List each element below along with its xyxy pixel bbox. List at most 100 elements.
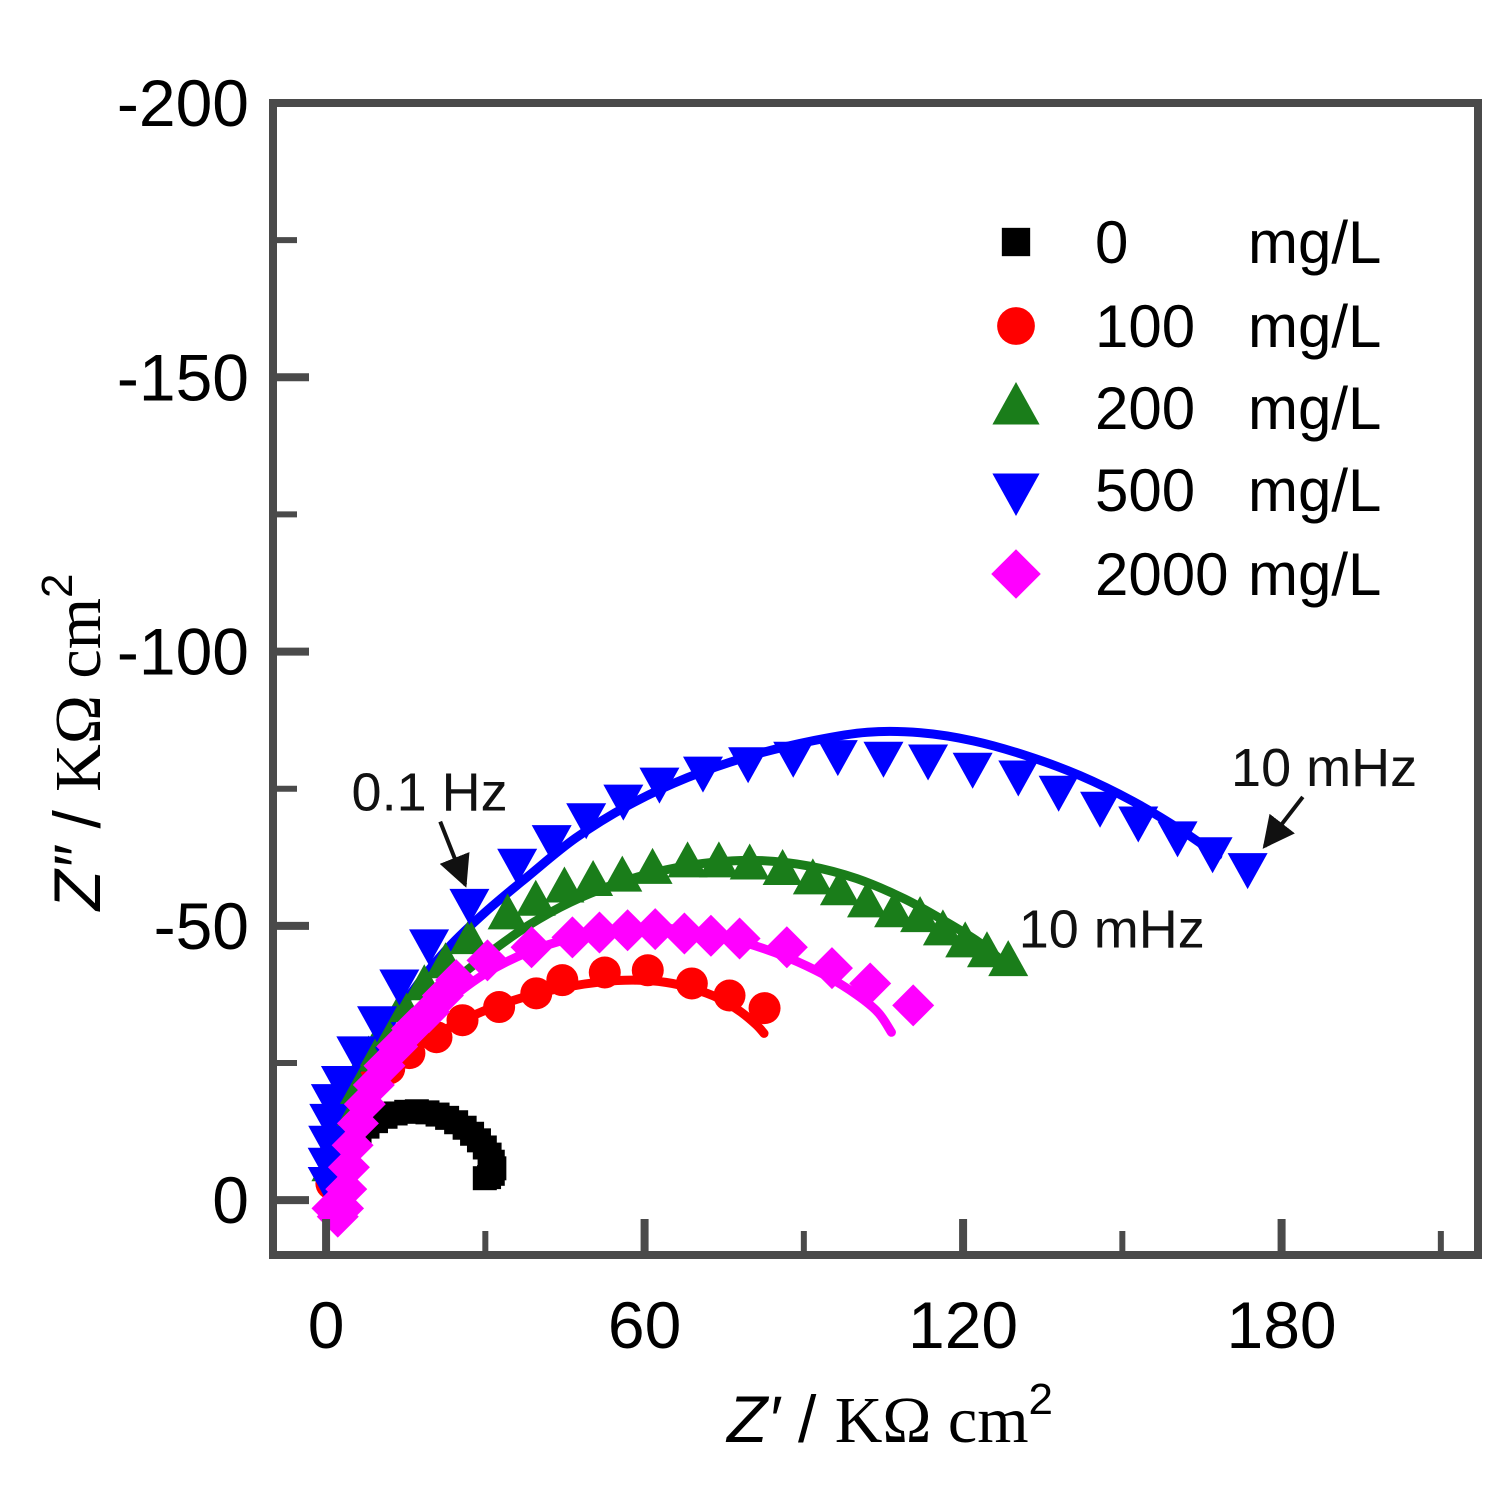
data-marker-triangle-down	[952, 752, 993, 789]
tick-label-layer: 0 60 120 180 0 -50 -100 -150 -200	[117, 66, 1337, 1362]
data-marker-triangle-down	[603, 784, 644, 821]
data-marker-circle	[675, 967, 708, 1000]
series-2000mgL-markers	[311, 908, 935, 1238]
data-marker-triangle-up	[602, 855, 643, 892]
data-marker-triangle-up	[667, 841, 708, 878]
data-marker-triangle-down	[863, 741, 904, 778]
data-marker-diamond	[510, 926, 553, 969]
legend-row: 0 mg/L	[1001, 209, 1381, 276]
data-marker-triangle-down	[817, 740, 858, 777]
legend-value: 500	[1095, 457, 1195, 524]
data-marker-triangle-down	[357, 1006, 398, 1043]
data-marker-circle	[483, 991, 516, 1024]
data-marker-circle	[520, 977, 553, 1010]
x-tick-label: 60	[608, 1288, 681, 1362]
data-marker-triangle-down	[1157, 821, 1198, 858]
data-marker-triangle-up	[573, 859, 614, 896]
data-marker-triangle-down	[320, 1066, 361, 1103]
frequency-annotation: 0.1 Hz	[352, 762, 508, 822]
data-marker-triangle-down	[308, 1125, 349, 1162]
data-marker-triangle-down	[449, 888, 490, 925]
series-layer	[307, 726, 1268, 1238]
data-marker-triangle-down	[497, 848, 538, 885]
legend-unit: mg/L	[1248, 209, 1381, 276]
data-marker-circle	[631, 954, 664, 987]
data-marker-triangle-down	[379, 969, 420, 1006]
data-marker-triangle-down	[309, 1103, 350, 1140]
data-marker-circle	[588, 956, 621, 989]
data-marker-triangle-down	[409, 929, 450, 966]
data-marker-diamond	[435, 959, 478, 1002]
legend-value: 100	[1095, 293, 1195, 360]
y-tick-label: 0	[212, 1163, 249, 1237]
annotation-arrow	[438, 820, 470, 888]
data-marker-circle	[748, 992, 781, 1025]
data-marker-diamond	[634, 908, 677, 951]
legend-row: 100 mg/L	[997, 293, 1381, 360]
x-tick-label: 0	[308, 1288, 345, 1362]
tick-layer	[277, 99, 1444, 1251]
frequency-annotation: 10 mHz	[1019, 900, 1205, 960]
series-500mgL-markers	[307, 740, 1268, 1203]
data-marker-square	[472, 1166, 497, 1191]
data-marker-triangle-down	[682, 756, 723, 793]
y-axis-label: Z″ / KΩ cm2	[33, 573, 115, 912]
data-marker-triangle-down	[307, 1147, 348, 1184]
data-marker-diamond	[689, 914, 732, 957]
legend-unit: mg/L	[1248, 375, 1381, 442]
data-marker-circle	[546, 964, 579, 997]
data-marker-triangle-down	[531, 825, 572, 862]
legend-unit: mg/L	[1248, 457, 1381, 524]
annotation-arrow	[1262, 795, 1305, 849]
data-marker-triangle-down	[639, 767, 680, 804]
data-marker-triangle-up	[966, 931, 1007, 968]
legend-unit: mg/L	[1248, 293, 1381, 360]
data-marker-triangle-up	[729, 843, 770, 880]
x-axis-label: Z′ / KΩ cm2	[725, 1375, 1053, 1457]
legend-value: 200	[1095, 375, 1195, 442]
y-tick-label: -200	[117, 66, 249, 140]
frequency-annotation: 10 mHz	[1231, 738, 1417, 798]
data-marker-circle	[713, 979, 746, 1012]
data-marker-triangle-up	[762, 849, 803, 885]
x-tick-label: 120	[908, 1288, 1018, 1362]
y-tick-label: -50	[154, 889, 249, 963]
data-marker-triangle-down	[1192, 837, 1233, 874]
data-marker-diamond	[466, 939, 509, 982]
data-marker-triangle-up	[922, 909, 963, 946]
legend-unit: mg/L	[1248, 541, 1381, 608]
data-marker-diamond	[606, 909, 649, 952]
y-tick-label: -150	[117, 340, 249, 414]
data-marker-diamond	[810, 947, 853, 990]
data-marker-diamond	[551, 916, 594, 959]
legend-marker-square	[1001, 227, 1031, 257]
data-marker-diamond	[765, 926, 808, 969]
legend-marker-triangle-up	[992, 382, 1040, 425]
data-marker-triangle-down	[908, 744, 949, 781]
data-marker-diamond	[718, 917, 761, 960]
annotation-layer: 0.1 Hz 10 mHz 10 mHz	[352, 738, 1418, 960]
data-marker-triangle-up	[515, 879, 556, 916]
legend: 0 mg/L 100 mg/L 200 mg/L 500 mg/L 2000 mg/L	[991, 209, 1381, 608]
data-marker-triangle-up	[988, 940, 1029, 977]
data-marker-triangle-up	[945, 921, 986, 958]
data-marker-triangle-down	[566, 803, 607, 840]
data-marker-diamond	[578, 911, 621, 954]
data-marker-triangle-up	[544, 866, 585, 903]
legend-marker-diamond	[991, 549, 1041, 599]
data-marker-triangle-down	[998, 760, 1039, 797]
data-marker-triangle-down	[773, 741, 814, 778]
legend-row: 200 mg/L	[992, 375, 1381, 442]
data-marker-triangle-down	[1227, 853, 1268, 890]
legend-row: 2000 mg/L	[991, 541, 1381, 608]
data-marker-diamond	[849, 962, 892, 1005]
data-marker-triangle-up	[449, 918, 490, 955]
legend-value: 0	[1095, 209, 1128, 276]
data-marker-triangle-up	[847, 881, 888, 918]
data-marker-triangle-down	[728, 747, 769, 784]
data-marker-triangle-up	[698, 841, 739, 878]
data-marker-diamond	[663, 912, 706, 955]
data-marker-triangle-down	[1080, 791, 1121, 828]
data-marker-triangle-down	[336, 1036, 377, 1073]
